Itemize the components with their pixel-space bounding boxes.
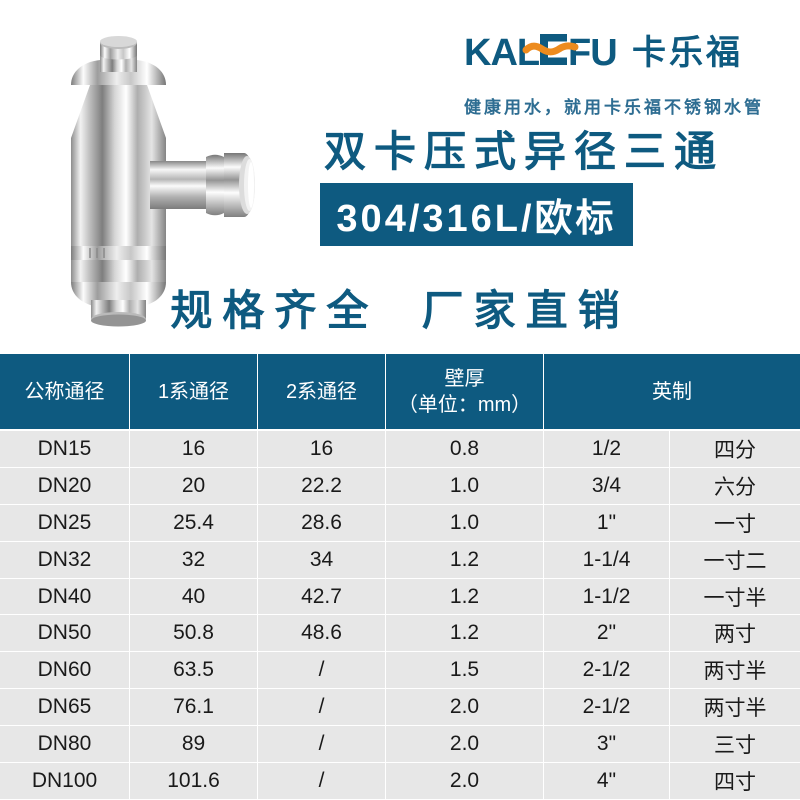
- svg-text:卡乐福: 卡乐福: [632, 34, 743, 72]
- svg-text:KAL: KAL: [464, 32, 540, 74]
- svg-text:FU: FU: [568, 32, 617, 74]
